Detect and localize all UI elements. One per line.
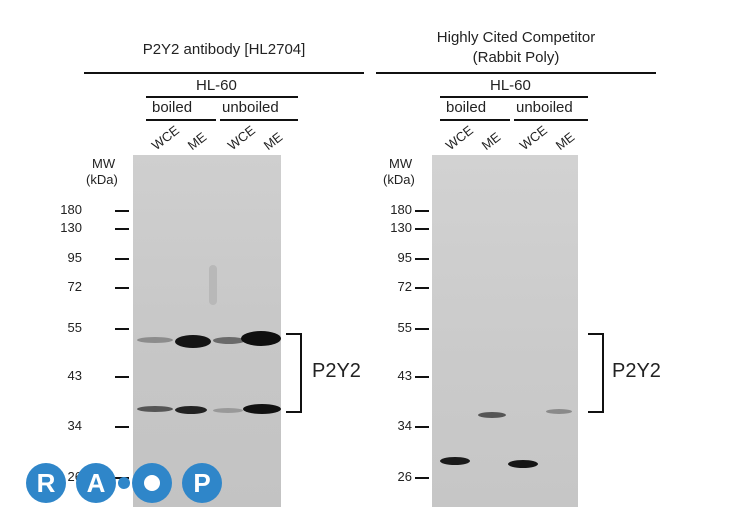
smear [209, 265, 217, 305]
mw-tick [115, 228, 129, 230]
right-group-boiled: boiled [446, 99, 487, 116]
mw-tick [115, 328, 129, 330]
mw-tick [415, 376, 429, 378]
mw-marker: 55 [67, 320, 82, 335]
mw-tick [115, 258, 129, 260]
band [137, 337, 173, 343]
band [175, 335, 211, 348]
mw-tick [415, 477, 429, 479]
band [508, 460, 538, 468]
left-cell-line: HL-60 [196, 77, 237, 94]
right-mw-unit: (kDa) [383, 172, 415, 187]
rap-logo: R A P [25, 462, 225, 504]
left-lane-label: WCE [148, 122, 182, 153]
mw-marker: 95 [67, 250, 82, 265]
mw-marker: 180 [390, 202, 412, 217]
left-group-unboiled: unboiled [222, 99, 279, 116]
left-panel-title: P2Y2 antibody [HL2704] [142, 41, 306, 58]
band [241, 331, 281, 346]
right-mw-header: MW [389, 156, 413, 171]
right-lane-label: ME [552, 129, 578, 153]
svg-text:R: R [37, 468, 56, 498]
left-title-rule [84, 72, 364, 74]
mw-marker: 26 [397, 469, 412, 484]
band [478, 412, 506, 418]
right-blot-image [432, 155, 578, 507]
right-cell-line-rule [440, 96, 588, 98]
band [213, 408, 243, 413]
band [175, 406, 207, 414]
right-boiled-rule [440, 119, 510, 121]
mw-marker: 180 [60, 202, 82, 217]
mw-tick [115, 376, 129, 378]
left-blot-image [133, 155, 281, 507]
mw-tick [415, 426, 429, 428]
mw-marker: 34 [397, 418, 412, 433]
right-group-unboiled: unboiled [516, 99, 573, 116]
left-lane-label: WCE [224, 122, 258, 153]
mw-tick [115, 426, 129, 428]
right-panel-title-line2: (Rabbit Poly) [472, 49, 560, 66]
mw-tick [415, 228, 429, 230]
mw-tick [115, 210, 129, 212]
band [137, 406, 173, 412]
mw-marker: 130 [60, 220, 82, 235]
mw-tick [415, 328, 429, 330]
mw-marker: 43 [397, 368, 412, 383]
left-mw-unit: (kDa) [86, 172, 118, 187]
left-target-label: P2Y2 [312, 360, 361, 382]
left-mw-header: MW [92, 156, 116, 171]
left-group-boiled: boiled [152, 99, 193, 116]
mw-marker: 34 [67, 418, 82, 433]
left-cell-line-rule [146, 96, 298, 98]
right-title-rule [376, 72, 656, 74]
mw-marker: 95 [397, 250, 412, 265]
mw-tick [415, 287, 429, 289]
right-target-bracket [588, 333, 604, 413]
right-cell-line: HL-60 [490, 77, 531, 94]
right-target-label: P2Y2 [612, 360, 661, 382]
left-target-bracket [286, 333, 302, 413]
right-lane-label: ME [478, 129, 504, 153]
left-unboiled-rule [220, 119, 298, 121]
right-lane-label: WCE [516, 122, 550, 153]
svg-text:P: P [193, 468, 210, 498]
left-lane-label: ME [184, 129, 210, 153]
mw-tick [415, 258, 429, 260]
band [440, 457, 470, 465]
band [213, 337, 245, 344]
mw-marker: 55 [397, 320, 412, 335]
mw-marker: 72 [67, 279, 82, 294]
right-panel-title-line1: Highly Cited Competitor [436, 29, 596, 46]
mw-marker: 72 [397, 279, 412, 294]
band [546, 409, 572, 414]
mw-tick [115, 287, 129, 289]
left-boiled-rule [146, 119, 216, 121]
logo-icon: R A P [26, 463, 222, 503]
right-unboiled-rule [514, 119, 588, 121]
mw-tick [415, 210, 429, 212]
svg-text:A: A [87, 468, 106, 498]
band [243, 404, 281, 414]
right-lane-label: WCE [442, 122, 476, 153]
mw-marker: 130 [390, 220, 412, 235]
mw-marker: 43 [67, 368, 82, 383]
left-lane-label: ME [260, 129, 286, 153]
